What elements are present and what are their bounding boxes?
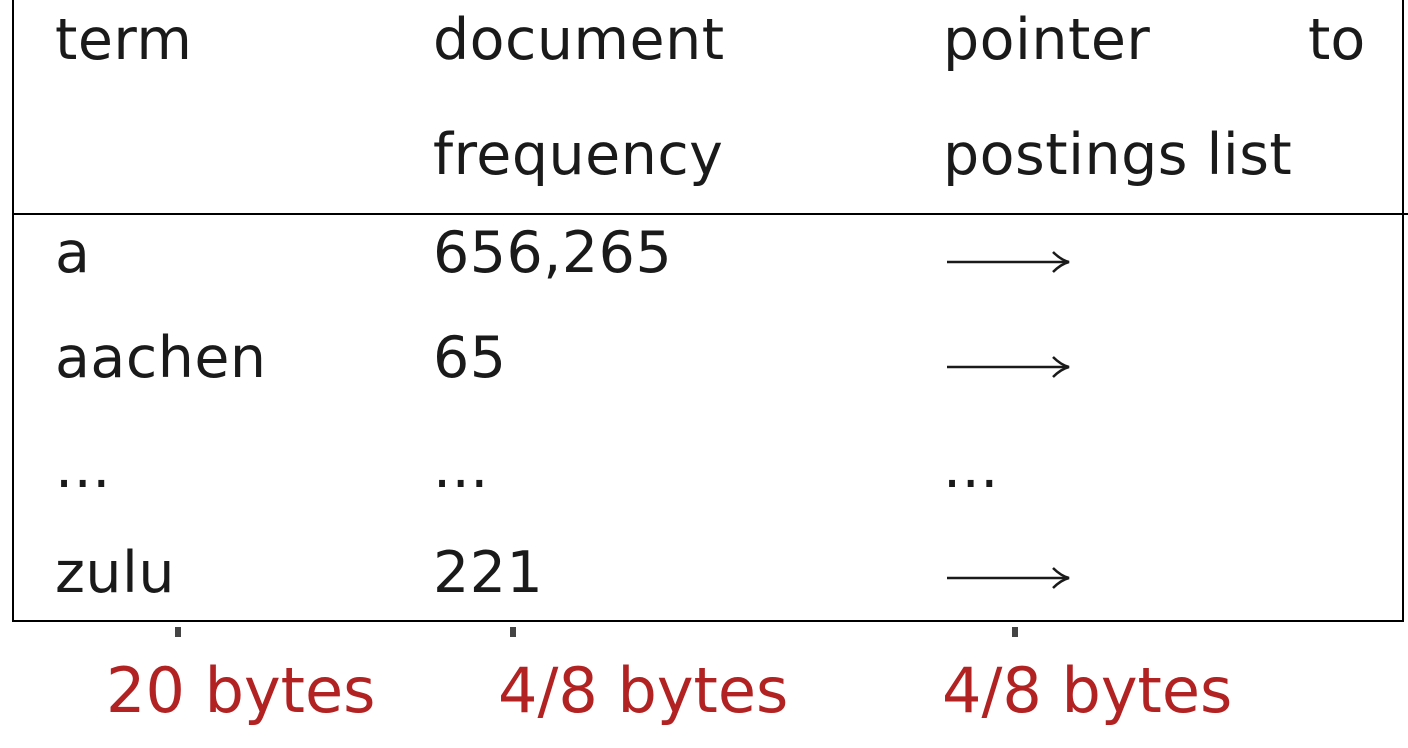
column-tick (510, 627, 516, 637)
row-ellipsis: ... (55, 435, 111, 501)
row-term: a (55, 220, 91, 286)
pointer-arrow-icon (947, 567, 1070, 589)
header-term: term (55, 7, 193, 73)
row-term: aachen (55, 325, 267, 391)
pointer-arrow-icon (947, 251, 1070, 273)
term-size-label: 20 bytes (106, 654, 376, 727)
row-frequency: 656,265 (433, 220, 673, 286)
pointer-arrow-icon (947, 356, 1070, 378)
header-divider (12, 213, 1408, 215)
row-frequency: 221 (433, 540, 544, 606)
pointer-size-label: 4/8 bytes (942, 654, 1233, 727)
header-document: document (433, 7, 725, 73)
row-ellipsis: ... (943, 435, 999, 501)
header-to: to (1308, 7, 1366, 73)
row-ellipsis: ... (433, 435, 489, 501)
column-tick (1012, 627, 1018, 637)
header-frequency: frequency (433, 122, 724, 188)
row-term: zulu (55, 540, 176, 606)
row-frequency: 65 (433, 325, 507, 391)
dictionary-table (12, 0, 1404, 622)
column-tick (175, 627, 181, 637)
header-postings-list: postings list (943, 122, 1293, 188)
header-pointer: pointer (943, 7, 1151, 73)
frequency-size-label: 4/8 bytes (498, 654, 789, 727)
